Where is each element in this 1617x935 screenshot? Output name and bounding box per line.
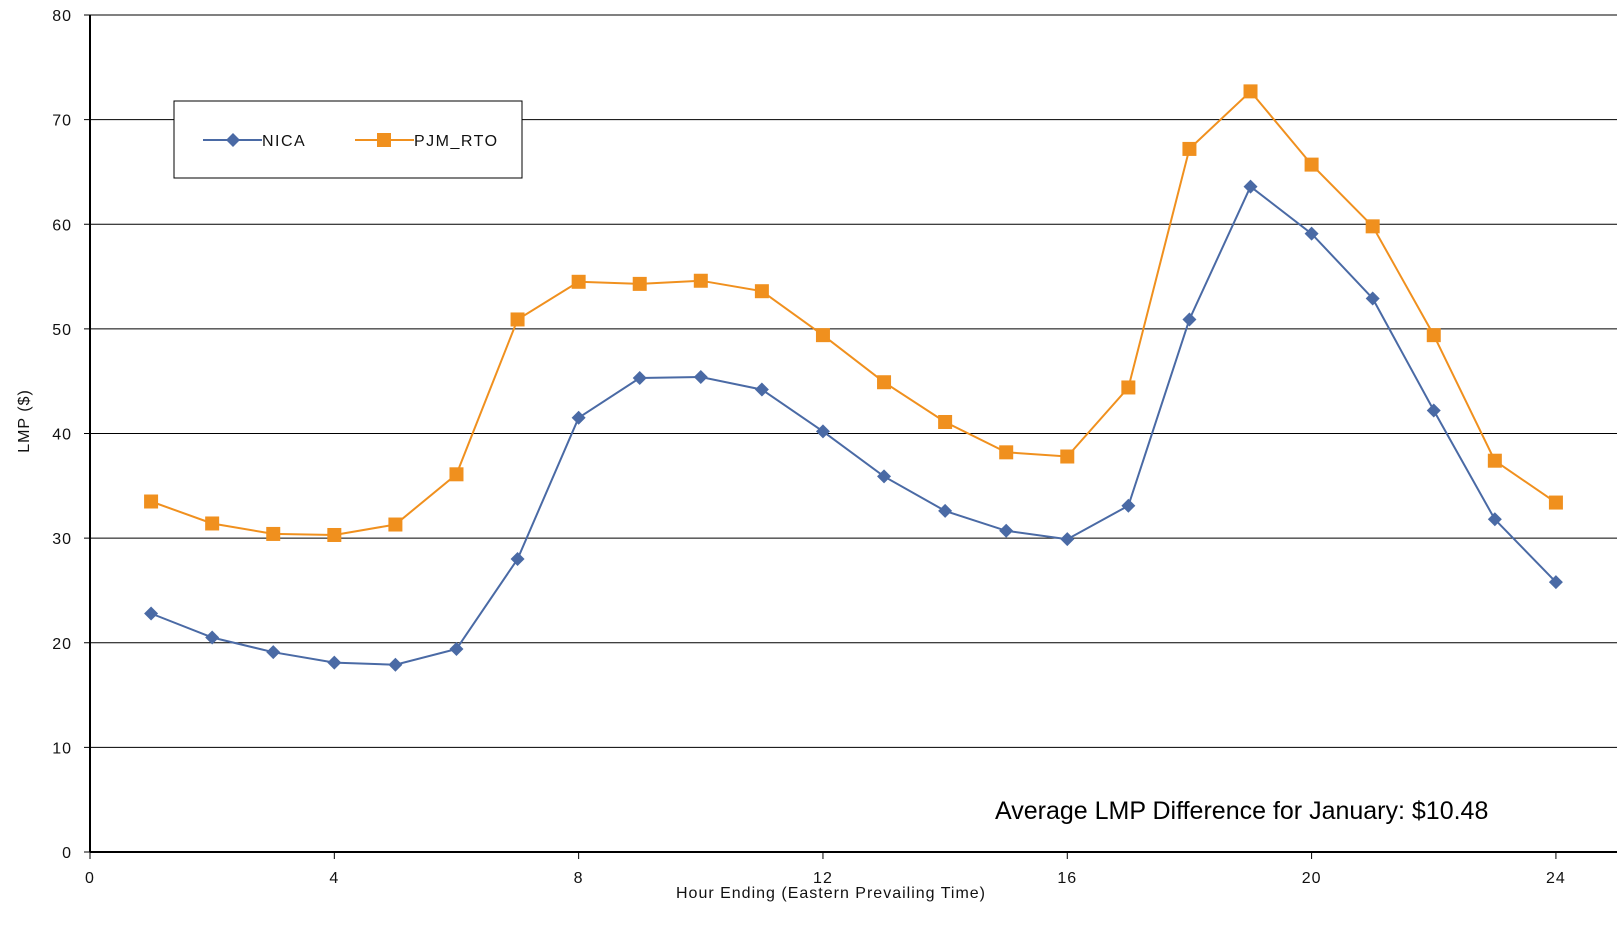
- x-tick-label: 4: [329, 870, 339, 887]
- data-point-nica: [1426, 403, 1441, 418]
- y-tick-label: 50: [52, 322, 72, 339]
- x-axis-label: Hour Ending (Eastern Prevailing Time): [676, 885, 986, 902]
- series-markers: [144, 84, 1563, 672]
- data-point-nica: [571, 410, 586, 425]
- axes: [84, 14, 1617, 859]
- y-axis-label: LMP ($): [16, 389, 33, 453]
- data-point-nica: [1487, 512, 1502, 527]
- data-point-nica: [815, 424, 830, 439]
- data-point-nica: [449, 642, 464, 657]
- data-point-nica: [327, 655, 342, 670]
- data-point-pjm-rto: [144, 494, 159, 509]
- data-point-pjm-rto: [877, 375, 892, 390]
- x-tick-label: 16: [1057, 870, 1077, 887]
- data-point-pjm-rto: [999, 445, 1014, 460]
- data-point-nica: [1304, 226, 1319, 241]
- average-difference-annotation: Average LMP Difference for January: $10.…: [995, 797, 1488, 825]
- data-point-pjm-rto: [1060, 449, 1075, 464]
- data-point-pjm-rto: [632, 276, 647, 291]
- data-point-nica: [754, 382, 769, 397]
- data-point-nica: [1365, 291, 1380, 306]
- data-point-nica: [388, 657, 403, 672]
- data-point-nica: [632, 371, 647, 386]
- data-point-nica: [1121, 498, 1136, 513]
- y-tick-label: 10: [52, 740, 72, 757]
- data-point-pjm-rto: [266, 526, 281, 541]
- data-point-pjm-rto: [205, 516, 220, 531]
- y-tick-label: 0: [62, 845, 72, 862]
- data-point-pjm-rto: [693, 273, 708, 288]
- data-point-pjm-rto: [1548, 495, 1563, 510]
- legend-item-pjm-rto: PJM_RTO: [355, 133, 499, 150]
- data-point-nica: [1243, 179, 1258, 194]
- data-point-nica: [877, 469, 892, 484]
- y-tick-label: 40: [52, 427, 72, 444]
- y-tick-label: 20: [52, 636, 72, 653]
- data-point-nica: [205, 630, 220, 645]
- data-point-nica: [693, 370, 708, 385]
- data-point-nica: [144, 606, 159, 621]
- data-point-pjm-rto: [1304, 157, 1319, 172]
- data-point-nica: [1182, 312, 1197, 327]
- diamond-marker-icon: [226, 133, 240, 147]
- data-point-pjm-rto: [938, 414, 953, 429]
- series-line-nica: [150, 185, 1557, 666]
- series-lines: [150, 89, 1557, 666]
- y-tick-label: 80: [52, 8, 72, 25]
- legend-label-nica: NICA: [262, 133, 306, 150]
- data-point-pjm-rto: [1365, 219, 1380, 234]
- data-point-nica: [1060, 532, 1075, 547]
- x-tick-label: 24: [1546, 870, 1566, 887]
- data-point-pjm-rto: [571, 274, 586, 289]
- data-point-pjm-rto: [1121, 380, 1136, 395]
- data-point-pjm-rto: [815, 328, 830, 343]
- square-marker-icon: [377, 133, 391, 147]
- data-point-pjm-rto: [1182, 141, 1197, 156]
- y-tick-label: 70: [52, 113, 72, 130]
- data-point-nica: [999, 523, 1014, 538]
- data-point-pjm-rto: [510, 312, 525, 327]
- legend-label-pjm-rto: PJM_RTO: [414, 133, 499, 150]
- data-point-pjm-rto: [754, 284, 769, 299]
- data-point-pjm-rto: [388, 517, 403, 532]
- y-tick-label: 60: [52, 217, 72, 234]
- data-point-nica: [1548, 575, 1563, 590]
- series-line-pjm-rto: [150, 89, 1557, 537]
- data-point-nica: [510, 552, 525, 567]
- x-tick-label: 20: [1302, 870, 1322, 887]
- tick-labels: 0 10 20 30 40 50 60 70 80 0 4 8 12 16 20 24: [52, 8, 1566, 887]
- data-point-pjm-rto: [1426, 328, 1441, 343]
- x-tick-label: 0: [85, 870, 95, 887]
- legend: NICA PJM_RTO: [173, 100, 523, 179]
- data-point-pjm-rto: [1487, 453, 1502, 468]
- data-point-pjm-rto: [1243, 84, 1258, 99]
- legend-item-nica: NICA: [203, 133, 306, 150]
- data-point-pjm-rto: [449, 467, 464, 482]
- y-tick-label: 30: [52, 531, 72, 548]
- data-point-nica: [266, 645, 281, 660]
- x-tick-label: 8: [574, 870, 584, 887]
- data-point-nica: [938, 503, 953, 518]
- data-point-pjm-rto: [327, 527, 342, 542]
- x-tick-label: 12: [813, 870, 833, 887]
